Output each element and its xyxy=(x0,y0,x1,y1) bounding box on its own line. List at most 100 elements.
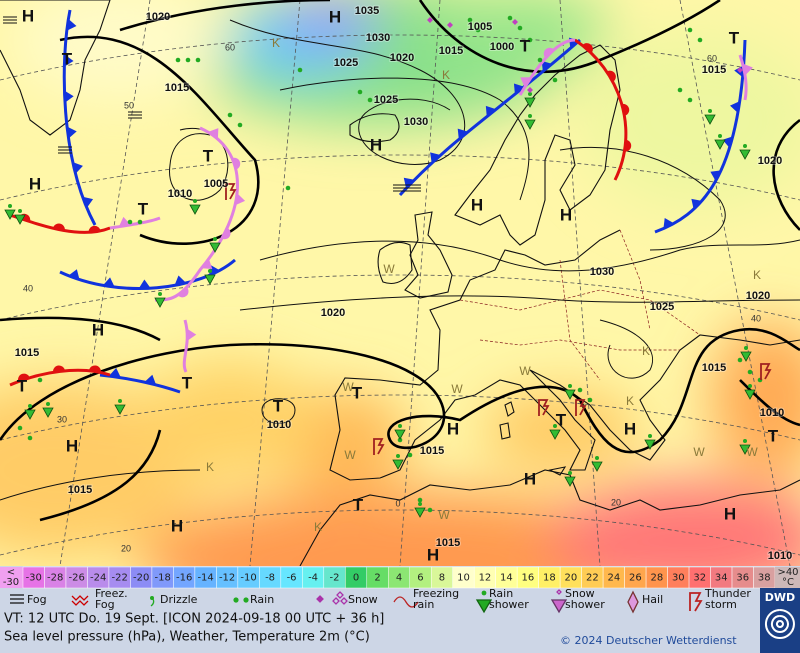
front-symbol xyxy=(72,162,83,174)
isobar-label: 1025 xyxy=(374,94,398,106)
shower-dot xyxy=(418,502,422,506)
pressure-center: H xyxy=(22,6,34,25)
scale-max-label: >40 xyxy=(777,567,798,578)
isobar-label: 1020 xyxy=(746,290,770,302)
isobar-label: 1025 xyxy=(334,57,358,69)
airmass-label: W xyxy=(438,508,450,522)
shower-symbol xyxy=(739,149,751,160)
front-symbol xyxy=(53,365,65,373)
front-symbol xyxy=(208,128,219,139)
snow-symbol xyxy=(427,17,433,23)
fog-symbol xyxy=(3,16,17,24)
front-symbol xyxy=(18,373,30,382)
airmass-label: K xyxy=(314,520,322,534)
legend-label: Fog xyxy=(95,598,115,611)
shower-dot xyxy=(528,92,532,96)
front-symbol xyxy=(403,177,415,189)
scale-label: -2 xyxy=(330,573,340,584)
shower-symbol xyxy=(42,407,54,418)
legend-label: Fog xyxy=(27,593,47,606)
rain-symbol xyxy=(737,357,743,363)
pressure-center: H xyxy=(724,504,736,523)
pressure-center: T xyxy=(138,199,149,218)
shower-symbol xyxy=(644,439,656,450)
pressure-center: T xyxy=(352,383,363,402)
rain-symbol xyxy=(407,452,413,458)
pressure-center: T xyxy=(729,28,740,47)
rain-symbol xyxy=(397,437,403,443)
front-symbol xyxy=(52,223,65,231)
pressure-center: H xyxy=(29,174,41,193)
front-symbol xyxy=(520,77,532,88)
isobar-label: 1015 xyxy=(68,484,92,496)
isobar-label: 1015 xyxy=(436,537,460,549)
shower-symbol xyxy=(524,97,536,108)
isobar-label: 1015 xyxy=(15,347,39,359)
legend-label: rain xyxy=(413,598,434,611)
shower-symbol xyxy=(392,459,404,470)
rain-symbol xyxy=(357,89,363,95)
shower-dot xyxy=(8,204,12,208)
scale-label: -10 xyxy=(240,573,256,584)
front-symbol xyxy=(606,70,616,82)
rain-symbol xyxy=(552,77,558,83)
airmass-label: W xyxy=(746,445,758,459)
pressure-center: T xyxy=(353,495,364,514)
front-symbol xyxy=(663,218,675,229)
legend-icons xyxy=(10,589,703,614)
airmass-label: K xyxy=(206,460,214,474)
airmass-label: K xyxy=(642,344,650,358)
shower-dot xyxy=(18,209,22,213)
scale-label: 30 xyxy=(672,573,685,584)
scale-label: -8 xyxy=(265,573,275,584)
isobar-label: 1000 xyxy=(490,41,514,53)
scale-label: -28 xyxy=(47,573,63,584)
graticule xyxy=(0,0,800,566)
fronts xyxy=(9,9,753,394)
front-symbol xyxy=(88,225,101,233)
front-warm xyxy=(574,38,628,181)
shower-symbol xyxy=(189,204,201,215)
isobar-label: 1015 xyxy=(702,64,726,76)
front-cold xyxy=(59,258,236,290)
front-symbol xyxy=(541,60,553,72)
shower-symbol xyxy=(591,461,603,472)
pressure-center: H xyxy=(66,436,78,455)
front-symbol xyxy=(543,47,554,58)
rain-symbol xyxy=(227,112,233,118)
grid-label: 0 xyxy=(395,498,400,508)
shower-dot xyxy=(708,109,712,113)
isobar-label: 1030 xyxy=(404,116,428,128)
isobar-label: 1005 xyxy=(468,21,492,33)
pressure-center: H xyxy=(624,419,636,438)
legend-label: Freez. xyxy=(95,587,128,600)
front-symbol xyxy=(144,374,157,385)
scale-min-label: < xyxy=(7,567,15,578)
thunder-symbol xyxy=(225,183,237,200)
front-symbol xyxy=(621,103,630,116)
shower-dot xyxy=(213,237,217,241)
scale-label: 16 xyxy=(522,573,535,584)
shower-dot xyxy=(648,434,652,438)
front-symbol xyxy=(88,365,101,373)
rain-symbol xyxy=(175,57,181,63)
front-symbol xyxy=(82,196,94,208)
color-scale: <-30 -30 -28 -26 -24 -22 -20 -18 -16 -14 -12 -10 -8-… xyxy=(0,566,800,589)
shower-dot xyxy=(743,144,747,148)
front-symbol xyxy=(582,43,593,54)
scale-label: 22 xyxy=(586,573,599,584)
scale-label: 6 xyxy=(417,573,423,584)
legend-label: storm xyxy=(705,598,737,611)
legend-label: Freezing xyxy=(413,587,459,600)
pressure-center: H xyxy=(427,545,439,564)
shower-dot xyxy=(118,399,122,403)
scale-label: -4 xyxy=(308,573,318,584)
legend-label: Hail xyxy=(642,593,663,606)
front-symbol xyxy=(485,105,497,117)
isobar-label: 1010 xyxy=(168,188,192,200)
scale-min-label: -30 xyxy=(3,577,19,588)
shower-dot xyxy=(398,424,402,428)
front-symbol xyxy=(118,216,131,227)
scale-label: -24 xyxy=(90,573,106,584)
